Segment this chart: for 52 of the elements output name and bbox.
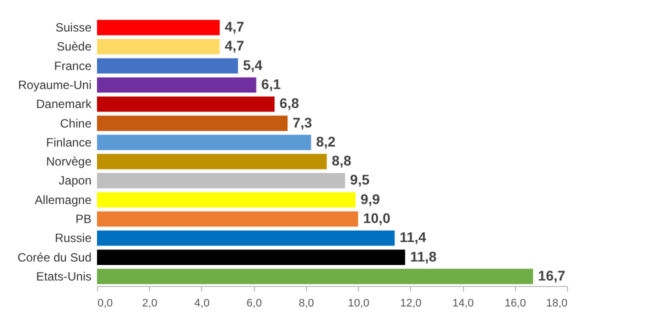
bar xyxy=(97,134,312,150)
bar xyxy=(97,173,346,188)
x-tick-label: 6,0 xyxy=(246,298,262,310)
x-tick-label: 10,0 xyxy=(348,298,370,310)
bar xyxy=(97,154,327,170)
data-label: 8,2 xyxy=(316,133,336,150)
y-tick-label: Finlance xyxy=(46,135,92,150)
data-label: 10,0 xyxy=(363,210,391,226)
x-tick-label: 12,0 xyxy=(400,298,422,310)
y-tick-label: Russie xyxy=(54,231,92,246)
x-tick-label: 0,0 xyxy=(98,298,113,310)
bar xyxy=(97,250,406,265)
y-tick-label: Suède xyxy=(56,40,92,54)
data-label: 8,8 xyxy=(332,152,352,169)
bar xyxy=(97,39,220,54)
y-tick-label: PB xyxy=(75,212,92,226)
y-tick-label: Allemagne xyxy=(34,192,92,207)
x-tick-label: 18,0 xyxy=(546,298,568,310)
y-tick-label: Norvège xyxy=(46,154,92,169)
bar xyxy=(97,58,238,74)
x-tick-label: 14,0 xyxy=(452,298,474,310)
x-tick-label: 4,0 xyxy=(194,298,210,310)
data-label: 9,9 xyxy=(360,190,380,207)
y-tick-label: Japon xyxy=(58,174,92,188)
x-tick-label: 8,0 xyxy=(298,298,314,310)
data-label: 4,7 xyxy=(224,18,244,35)
y-tick-label: Suisse xyxy=(55,20,92,35)
data-label: 6,8 xyxy=(280,95,300,112)
y-tick-label: Danemark xyxy=(36,97,92,112)
bar xyxy=(97,116,288,131)
bar xyxy=(97,211,358,227)
bar xyxy=(97,96,275,112)
bar xyxy=(97,230,395,246)
data-label: 9,5 xyxy=(350,172,370,188)
data-label: 4,7 xyxy=(224,38,244,54)
data-label: 16,7 xyxy=(538,267,566,284)
data-label: 11,8 xyxy=(410,248,437,264)
bar xyxy=(97,268,534,284)
bar xyxy=(97,20,220,36)
x-tick-label: 2,0 xyxy=(142,298,158,310)
data-label: 7,3 xyxy=(292,114,312,130)
bar xyxy=(97,192,356,208)
y-tick-label: Royaume-Uni xyxy=(18,78,92,92)
y-tick-label: Corée du Sud xyxy=(17,250,92,264)
data-label: 5,4 xyxy=(243,56,263,73)
y-tick-label: Chine xyxy=(60,116,92,130)
data-label: 6,1 xyxy=(261,76,281,92)
x-tick-label: 16,0 xyxy=(504,298,526,310)
data-label: 11,4 xyxy=(400,229,426,246)
y-tick-label: France xyxy=(54,58,92,73)
bar xyxy=(97,77,256,93)
y-tick-label: Etats-Unis xyxy=(36,269,92,284)
